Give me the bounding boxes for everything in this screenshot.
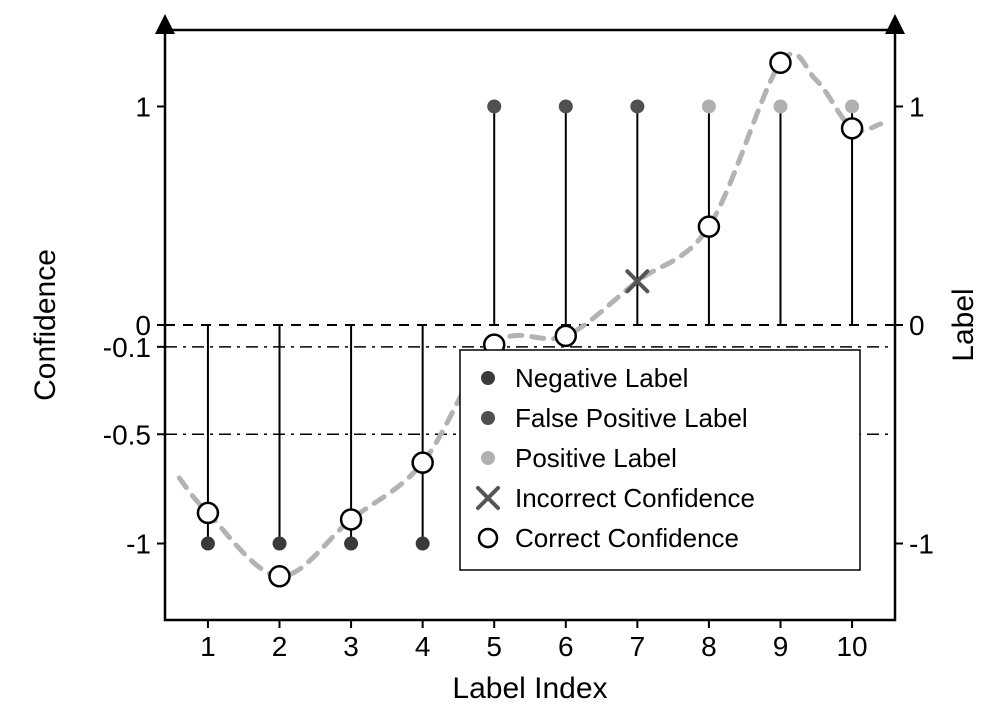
y-right-axis-label: Label	[947, 288, 980, 361]
label-dot	[273, 537, 287, 551]
x-tick-label: 4	[415, 631, 431, 662]
label-dot	[845, 99, 859, 113]
correct-confidence-marker	[341, 509, 361, 529]
legend-marker	[481, 451, 495, 465]
correct-confidence-marker	[842, 118, 862, 138]
label-dot	[416, 537, 430, 551]
label-dot	[201, 537, 215, 551]
y-right-tick-label: -1	[909, 529, 934, 560]
y-left-tick-label: -0.5	[103, 419, 151, 450]
y-right-tick-label: 1	[909, 91, 925, 122]
confidence-chart: 12345678910-1-0.5-0.101-101Label IndexCo…	[0, 0, 1000, 712]
correct-confidence-marker	[699, 217, 719, 237]
legend-marker	[479, 529, 497, 547]
label-dot	[487, 99, 501, 113]
x-axis-label: Label Index	[452, 672, 607, 705]
x-tick-label: 8	[701, 631, 717, 662]
legend: Negative Label False Positive Label Positi…	[460, 350, 860, 570]
correct-confidence-marker	[198, 503, 218, 523]
legend-label: Correct Confidence	[515, 523, 739, 553]
correct-confidence-marker	[270, 566, 290, 586]
y-left-tick-label: 0	[135, 310, 151, 341]
legend-marker	[481, 411, 495, 425]
legend-label: Incorrect Confidence	[515, 483, 755, 513]
x-tick-label: 3	[343, 631, 359, 662]
correct-confidence-marker	[556, 326, 576, 346]
legend-label: Negative Label	[515, 363, 688, 393]
legend-label: Positive Label	[515, 443, 677, 473]
legend-marker	[481, 371, 495, 385]
x-tick-label: 10	[836, 631, 867, 662]
legend-label: False Positive Label	[515, 403, 748, 433]
x-tick-label: 2	[272, 631, 288, 662]
x-tick-label: 5	[486, 631, 502, 662]
x-tick-label: 7	[630, 631, 646, 662]
correct-confidence-marker	[770, 53, 790, 73]
label-dot	[344, 537, 358, 551]
label-dot	[630, 99, 644, 113]
y-left-axis-label: Confidence	[29, 249, 62, 401]
y-left-tick-label: 1	[135, 91, 151, 122]
label-dot	[559, 99, 573, 113]
y-right-tick-label: 0	[909, 310, 925, 341]
y-left-tick-label: -1	[126, 529, 151, 560]
x-tick-label: 9	[773, 631, 789, 662]
x-tick-label: 1	[200, 631, 216, 662]
correct-confidence-marker	[413, 453, 433, 473]
x-tick-label: 6	[558, 631, 574, 662]
label-dot	[773, 99, 787, 113]
label-dot	[702, 99, 716, 113]
